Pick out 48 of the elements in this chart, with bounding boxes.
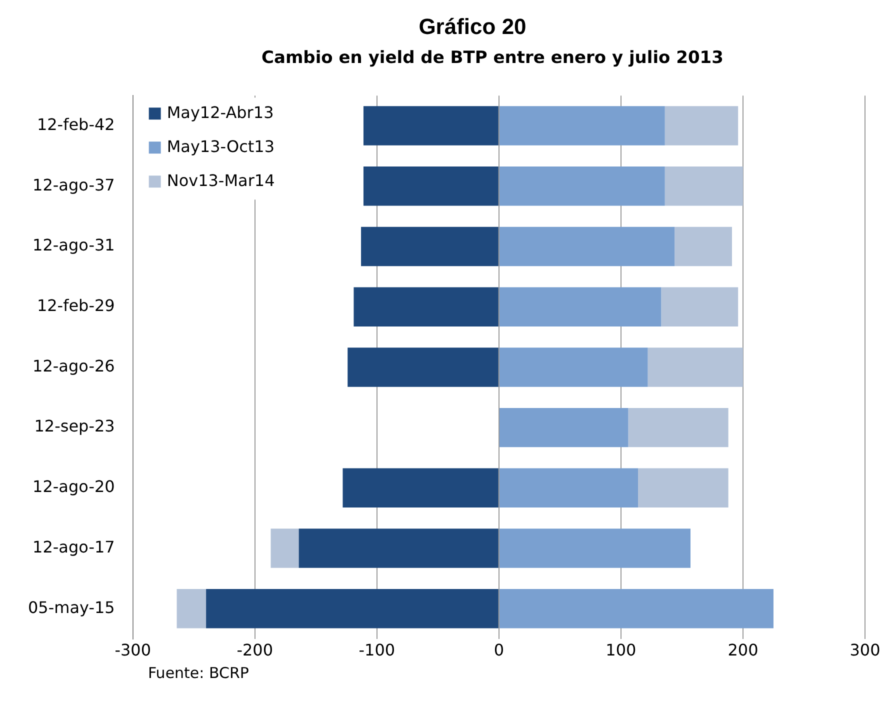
bar [664, 166, 743, 206]
x-tick-label: 100 [606, 640, 636, 660]
x-tick-label: 200 [728, 640, 758, 660]
y-tick-label: 12-ago-31 [32, 236, 115, 255]
bar [499, 106, 665, 146]
bar [499, 226, 675, 266]
bar [363, 106, 498, 146]
y-tick-label: 05-may-15 [28, 598, 115, 617]
bar [361, 226, 498, 266]
y-tick-label: 12-ago-17 [32, 537, 115, 556]
legend-label: May13-Oct13 [166, 136, 275, 156]
x-tick-label: -200 [236, 640, 274, 660]
x-tick-label: 0 [494, 640, 504, 660]
bar [206, 589, 498, 628]
bar [661, 287, 738, 326]
source-note: Fuente: BCRP [148, 664, 249, 682]
bar [348, 348, 498, 387]
y-tick-label: 12-sep-23 [34, 416, 115, 436]
bar [499, 528, 691, 568]
bar [628, 408, 728, 448]
y-tick-label: 12-feb-42 [36, 114, 115, 134]
y-tick-label: 12-ago-26 [32, 356, 115, 376]
bar [648, 348, 743, 387]
x-tick-label: -300 [114, 640, 151, 660]
legend-label: Nov13-Mar14 [166, 170, 275, 190]
bar [499, 166, 665, 206]
chart-title: Gráfico 20 [418, 14, 528, 40]
y-tick-label: 12-feb-29 [36, 296, 115, 315]
bar [270, 528, 299, 568]
y-tick-label: 12-ago-20 [32, 477, 115, 496]
bar [298, 528, 498, 568]
bar [363, 166, 498, 206]
x-tick-label: 300 [850, 640, 880, 660]
bar [176, 589, 206, 628]
bar [499, 589, 774, 628]
bar [499, 287, 662, 326]
y-tick-label: 12-ago-37 [32, 175, 115, 194]
bar [674, 226, 732, 266]
bar [342, 468, 498, 508]
bar [499, 348, 648, 387]
x-tick-label: -100 [358, 640, 396, 660]
bar [638, 468, 728, 508]
legend-label: May12-Abr13 [166, 102, 274, 122]
bar [499, 408, 628, 448]
bar [499, 468, 638, 508]
bar [664, 106, 738, 146]
bar [354, 287, 498, 326]
chart-subtitle: Cambio en yield de BTP entre enero y julio 2013 [260, 48, 724, 68]
